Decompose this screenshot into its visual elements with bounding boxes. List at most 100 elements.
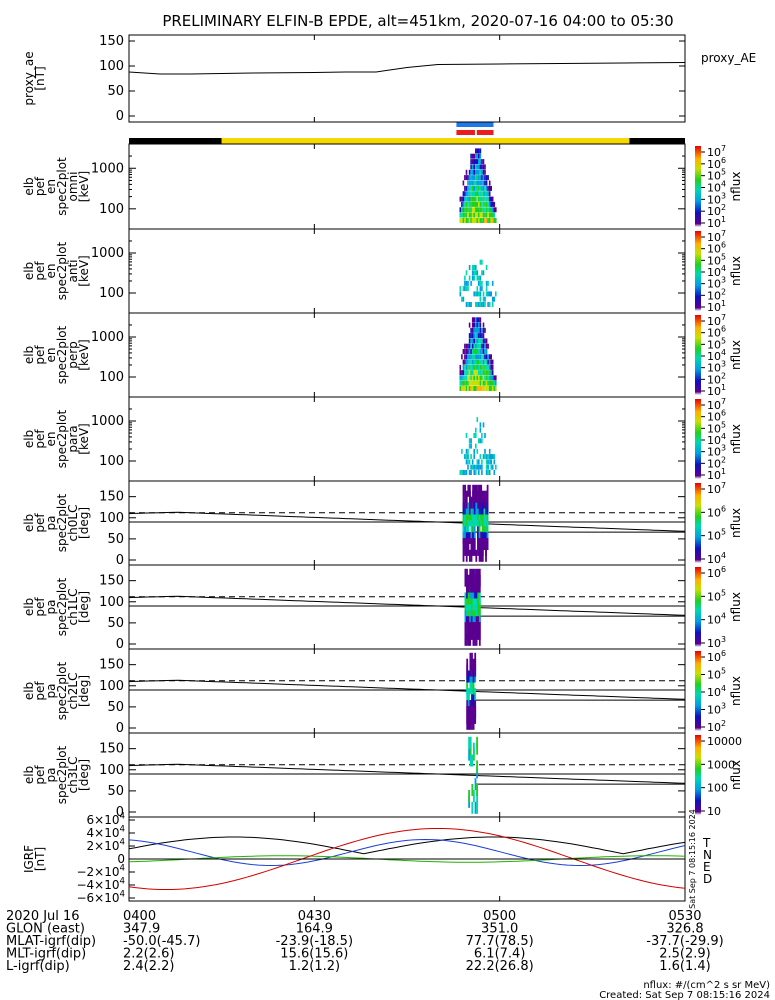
spectrogram-cell (465, 370, 468, 376)
orbit-row-label: MLAT-igrf(dip) (6, 934, 96, 949)
spectrogram-cell (488, 470, 491, 475)
spectrogram-cell (478, 333, 480, 339)
y-axis-label-line: en (44, 179, 58, 194)
spectrogram-cell (475, 153, 477, 159)
spectrogram-cell (471, 333, 474, 339)
spectrogram-cell (476, 359, 479, 365)
y-tick-label: 0 (116, 109, 124, 124)
spectrogram-cell (479, 275, 482, 281)
colorbar-tick-label: 104 (707, 612, 726, 627)
colorbar-ch1LC (695, 567, 701, 647)
spectrogram-cell (465, 448, 468, 454)
spectrogram-cell (479, 180, 482, 186)
spectrogram-cell (473, 359, 475, 365)
spectrogram-cell (491, 280, 494, 286)
spectrogram-cell (484, 207, 486, 213)
pitch-angle-cell (467, 502, 470, 515)
y-axis-label-line: [keV] (77, 423, 91, 454)
spectrogram-cell (475, 201, 477, 207)
spectrogram-cell (478, 185, 480, 191)
pitch-angle-cell (470, 508, 473, 521)
spectrogram-cell (468, 218, 471, 223)
spectrogram-cell (467, 459, 469, 465)
spectrogram-cell (479, 212, 482, 218)
y-tick-label: 0 (116, 553, 124, 568)
orbit-row-value: 15.6(15.6) (280, 947, 348, 962)
spectrogram-cell (468, 380, 471, 386)
pitch-angle-cell (476, 760, 478, 773)
spectrogram-cell (464, 370, 466, 376)
pitch-angle-cell (467, 706, 470, 718)
spectrogram-cell (471, 338, 474, 344)
y-tick-label: 100 (99, 763, 124, 778)
spectrogram-cell (475, 159, 477, 165)
spectrogram-cell (473, 343, 475, 349)
panel-frame-omni (128, 143, 686, 230)
spectrogram-cell (485, 375, 488, 381)
spectrogram-cell (491, 464, 494, 470)
colorbar-label-group: nflux (729, 172, 743, 202)
proxy-ae-line (128, 62, 686, 75)
spectrogram-cell (468, 343, 471, 349)
spectrogram-cell (471, 265, 474, 270)
spectrogram-cell (462, 196, 465, 202)
pitch-angle-cell (477, 627, 480, 640)
spectrogram-cell (479, 201, 482, 207)
spectrogram-cell (482, 175, 485, 181)
colorbar-tick-label: 105 (707, 336, 726, 351)
figure-title: PRELIMINARY ELFIN-B EPDE, alt=451km, 202… (162, 12, 673, 30)
spectrogram-cell (476, 164, 479, 170)
spectrogram-cell (473, 180, 475, 186)
spectrogram-cell (473, 169, 475, 175)
y-axis-label-line: [nT] (33, 847, 47, 871)
pitch-angle-cell (468, 790, 470, 802)
spectrogram-cell (470, 159, 472, 165)
spectrogram-cell (491, 218, 494, 223)
spectrogram-cell (491, 375, 494, 381)
colorbar-tick-label: 101 (707, 299, 726, 314)
spectrogram-cell (488, 180, 491, 186)
orbit-row-value: 6.1(7.4) (474, 947, 526, 962)
spectrogram-cell (471, 327, 474, 333)
spectrogram-cell (478, 359, 480, 365)
footer-created: Created: Sat Sep 7 08:15:16 2024 (599, 990, 770, 1000)
spectrogram-cell (485, 386, 488, 391)
spectrogram-cell (475, 164, 477, 170)
spectrogram-cell (487, 380, 489, 386)
y-axis-label-line: anti (66, 260, 80, 283)
spectrogram-cell (461, 212, 463, 218)
spectrogram-cell (478, 218, 480, 223)
spectrogram-cell (481, 359, 483, 365)
spectrogram-cell (490, 218, 492, 223)
pitch-angle-cell (473, 526, 476, 539)
spectrogram-cell (485, 265, 488, 270)
y-tick-label: 150 (99, 658, 124, 673)
spectrogram-cell (478, 159, 480, 165)
pitch-angle-cell (477, 568, 480, 581)
orbit-row-value: 347.9 (123, 922, 160, 937)
spectrogram-cell (470, 464, 472, 470)
spectrogram-cell (481, 354, 483, 360)
spectrogram-cell (465, 175, 468, 181)
spectrogram-cell (473, 433, 475, 438)
spectrogram-cell (471, 169, 474, 175)
spectrogram-cell (490, 454, 492, 460)
colorbar-tick-label: 102 (707, 371, 726, 386)
colorbar-tick-label: 104 (707, 348, 726, 363)
spectrogram-cell (473, 153, 475, 159)
spectrogram-cell (464, 349, 466, 354)
spectrogram-cell (484, 375, 486, 381)
y-axis-label-line: en (44, 264, 58, 279)
spectrogram-cell (487, 364, 489, 370)
spectrogram-cell (495, 386, 497, 391)
colorbar-label: nflux (729, 676, 743, 706)
pitch-angle-cell (473, 742, 475, 755)
y-tick-label: 150 (99, 34, 124, 49)
pitch-angle-cell (474, 688, 477, 701)
spectrogram-cell (495, 375, 497, 381)
igrf-D-line (128, 828, 686, 890)
spectrogram-cell (471, 270, 474, 276)
spectrogram-cell (476, 459, 479, 465)
spectrogram-cell (473, 185, 475, 191)
pitch-angle-cell (474, 801, 477, 814)
